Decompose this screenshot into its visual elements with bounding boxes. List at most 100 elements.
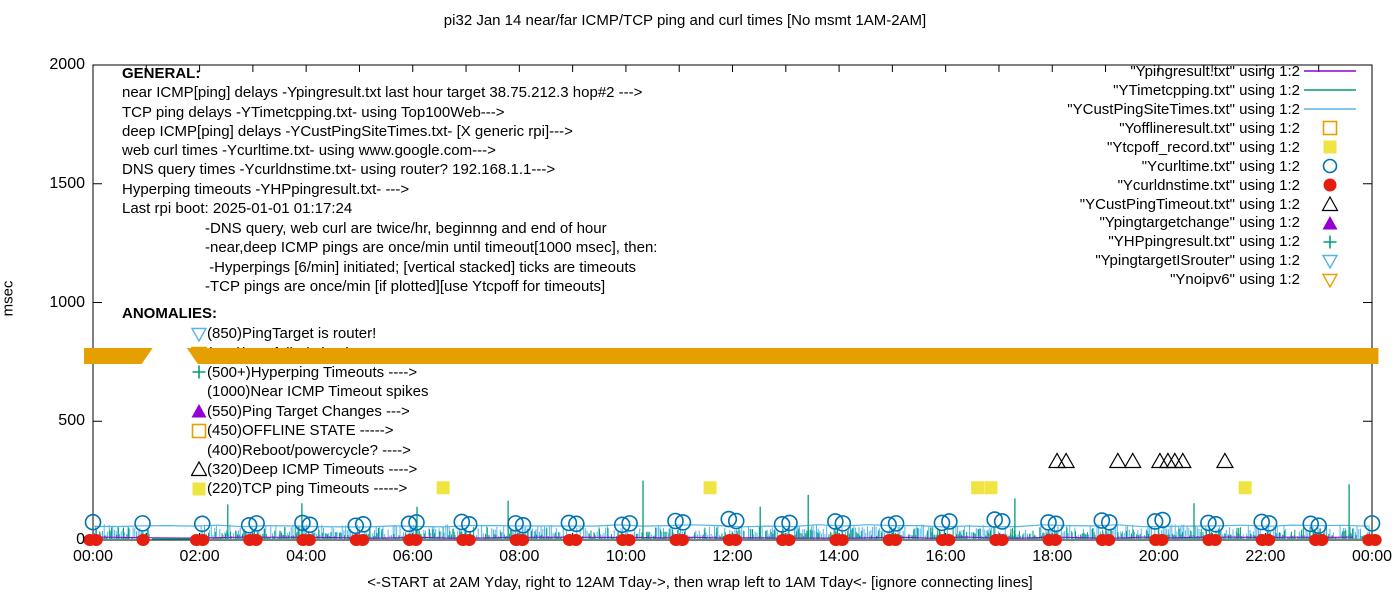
- note-line: -Hyperpings [6/min] initiated; [vertical…: [205, 258, 637, 276]
- dns-time-marker: [1315, 534, 1329, 546]
- legend-item: "YCustPingSiteTimes.txt" using 1:2: [1000, 100, 1360, 119]
- curl-time-marker: [507, 515, 524, 532]
- line-icon: [1304, 89, 1356, 92]
- legend-marker: [1300, 177, 1360, 193]
- x-tick-label: 22:00: [1245, 548, 1286, 565]
- x-tick-label: 12:00: [712, 548, 753, 565]
- curl-time-marker: [621, 515, 638, 532]
- deep-icmp-timeout-marker: [1150, 452, 1169, 469]
- dns-time-marker: [196, 534, 210, 546]
- curl-time-marker: [193, 515, 211, 533]
- legend-marker: [1300, 234, 1360, 250]
- y-tick-label: 1500: [49, 174, 85, 192]
- dns-time-marker: [889, 534, 903, 546]
- general-line: near ICMP[ping] delays -Ypingresult.txt …: [122, 84, 643, 102]
- legend-label: "Yofflineresult.txt" using 1:2: [1119, 119, 1300, 137]
- legend-item: "YHPpingresult.txt" using 1:2: [1000, 232, 1360, 251]
- curl-time-marker: [400, 515, 418, 533]
- x-tick-label: 18:00: [1032, 548, 1073, 565]
- curl-time-marker: [827, 513, 844, 530]
- curl-time-marker: [773, 516, 791, 533]
- triangle-icon: [191, 404, 207, 418]
- legend-label: "Ycurldnstime.txt" using 1:2: [1117, 176, 1300, 194]
- anomaly-row: (850)PingTarget is router!: [191, 324, 428, 343]
- legend-item: "Ytcpoff_record.txt" using 1:2: [1000, 138, 1360, 157]
- legend-item: "Ynoipv6" using 1:2: [1000, 270, 1360, 289]
- curl-time-marker: [354, 516, 372, 533]
- legend-item: "YCustPingTimeout.txt" using 1:2: [1000, 195, 1360, 214]
- curl-time-marker: [1253, 513, 1270, 531]
- anomaly-row: (320)Deep ICMP Timeouts ---->: [191, 460, 428, 479]
- general-heading: GENERAL:: [122, 65, 201, 82]
- curl-time-marker: [727, 512, 745, 530]
- legend-label: "Ypingtargetchange" using 1:2: [1099, 214, 1300, 232]
- dns-time-marker: [1102, 534, 1116, 546]
- legend: "Ypingresult.txt" using 1:2 "YTimetcpping…: [1000, 62, 1360, 289]
- tri-down-open-icon: [191, 346, 207, 362]
- curl-time-marker: [514, 516, 532, 534]
- tcp-timeout-marker: [436, 481, 450, 495]
- anomaly-marker: [191, 364, 207, 380]
- general-line: DNS query times -Ycurldnstime.txt- using…: [122, 161, 556, 179]
- x-tick-label: 14:00: [819, 548, 860, 565]
- anomaly-marker: [191, 461, 207, 477]
- x-tick-label: 00:00: [1351, 548, 1393, 565]
- general-line: web curl times -Ycurltime.txt- using www…: [122, 142, 496, 160]
- legend-label: "YHPpingresult.txt" using 1:2: [1108, 233, 1300, 251]
- curl-time-marker: [460, 516, 478, 533]
- curl-time-marker: [887, 515, 905, 532]
- note-line: -DNS query, web curl are twice/hr, begin…: [205, 220, 607, 237]
- curl-time-marker: [453, 513, 471, 531]
- note-line: -near,deep ICMP pings are once/min until…: [205, 239, 658, 257]
- dns-time-marker: [136, 534, 150, 546]
- general-line: deep ICMP[ping] delays -YCustPingSiteTim…: [122, 122, 573, 140]
- dns-time-marker: [1262, 534, 1276, 546]
- y-tick-label: 2000: [49, 56, 85, 73]
- triangle-open-icon: [1321, 196, 1339, 212]
- dns-time-marker: [942, 534, 956, 546]
- legend-marker: [1300, 272, 1360, 288]
- anomaly-marker: [191, 423, 207, 439]
- curl-time-marker: [560, 514, 578, 532]
- tri-down-open-icon: [191, 327, 207, 342]
- curl-time-marker: [674, 514, 692, 531]
- dns-time-marker: [409, 534, 423, 546]
- curl-time-marker: [613, 516, 631, 534]
- dns-time-marker: [675, 534, 689, 546]
- anomaly-row: (220)TCP ping Timeouts ----->: [191, 479, 428, 498]
- x-tick-label: 00:00: [72, 548, 114, 565]
- line-icon: [1304, 108, 1356, 111]
- note-line: -TCP pings are once/min [if plotted][use…: [205, 277, 606, 295]
- legend-item: "YpingtargetISrouter" using 1:2: [1000, 251, 1360, 270]
- anomaly-text: (400)Reboot/powercycle? ---->: [207, 441, 411, 459]
- dns-time-marker: [302, 534, 316, 546]
- legend-marker: [1300, 101, 1360, 117]
- anomaly-text: (785)ipv6 failed check: [207, 344, 353, 362]
- legend-item: "Ycurltime.txt" using 1:2: [1000, 157, 1360, 176]
- curl-time-marker: [1154, 511, 1171, 529]
- dns-time-marker: [89, 534, 103, 546]
- legend-marker: [1300, 63, 1360, 79]
- curl-time-marker: [667, 512, 684, 530]
- anomaly-row: (1000)Near ICMP Timeout spikes: [191, 382, 428, 401]
- curl-time-marker: [1200, 514, 1217, 532]
- curl-time-marker: [941, 513, 958, 530]
- curl-time-marker: [1047, 515, 1065, 533]
- dns-time-marker: [1155, 534, 1169, 546]
- square-icon: [192, 482, 206, 496]
- deep-icmp-timeout-marker: [1173, 452, 1192, 469]
- x-tick-label: 02:00: [179, 548, 220, 565]
- x-tick-label: 10:00: [605, 548, 646, 565]
- square-icon: [1323, 140, 1337, 154]
- dns-time-marker: [622, 534, 636, 546]
- circle-open-icon: [1322, 158, 1338, 174]
- legend-item: "YTimetcpping.txt" using 1:2: [1000, 81, 1360, 100]
- legend-label: "Ynoipv6" using 1:2: [1170, 271, 1300, 289]
- tcp-timeout-marker: [703, 481, 717, 495]
- legend-label: "Ytcpoff_record.txt" using 1:2: [1107, 138, 1300, 156]
- curl-time-marker: [240, 516, 258, 534]
- curl-time-marker: [1302, 515, 1320, 533]
- curl-time-marker: [781, 514, 798, 532]
